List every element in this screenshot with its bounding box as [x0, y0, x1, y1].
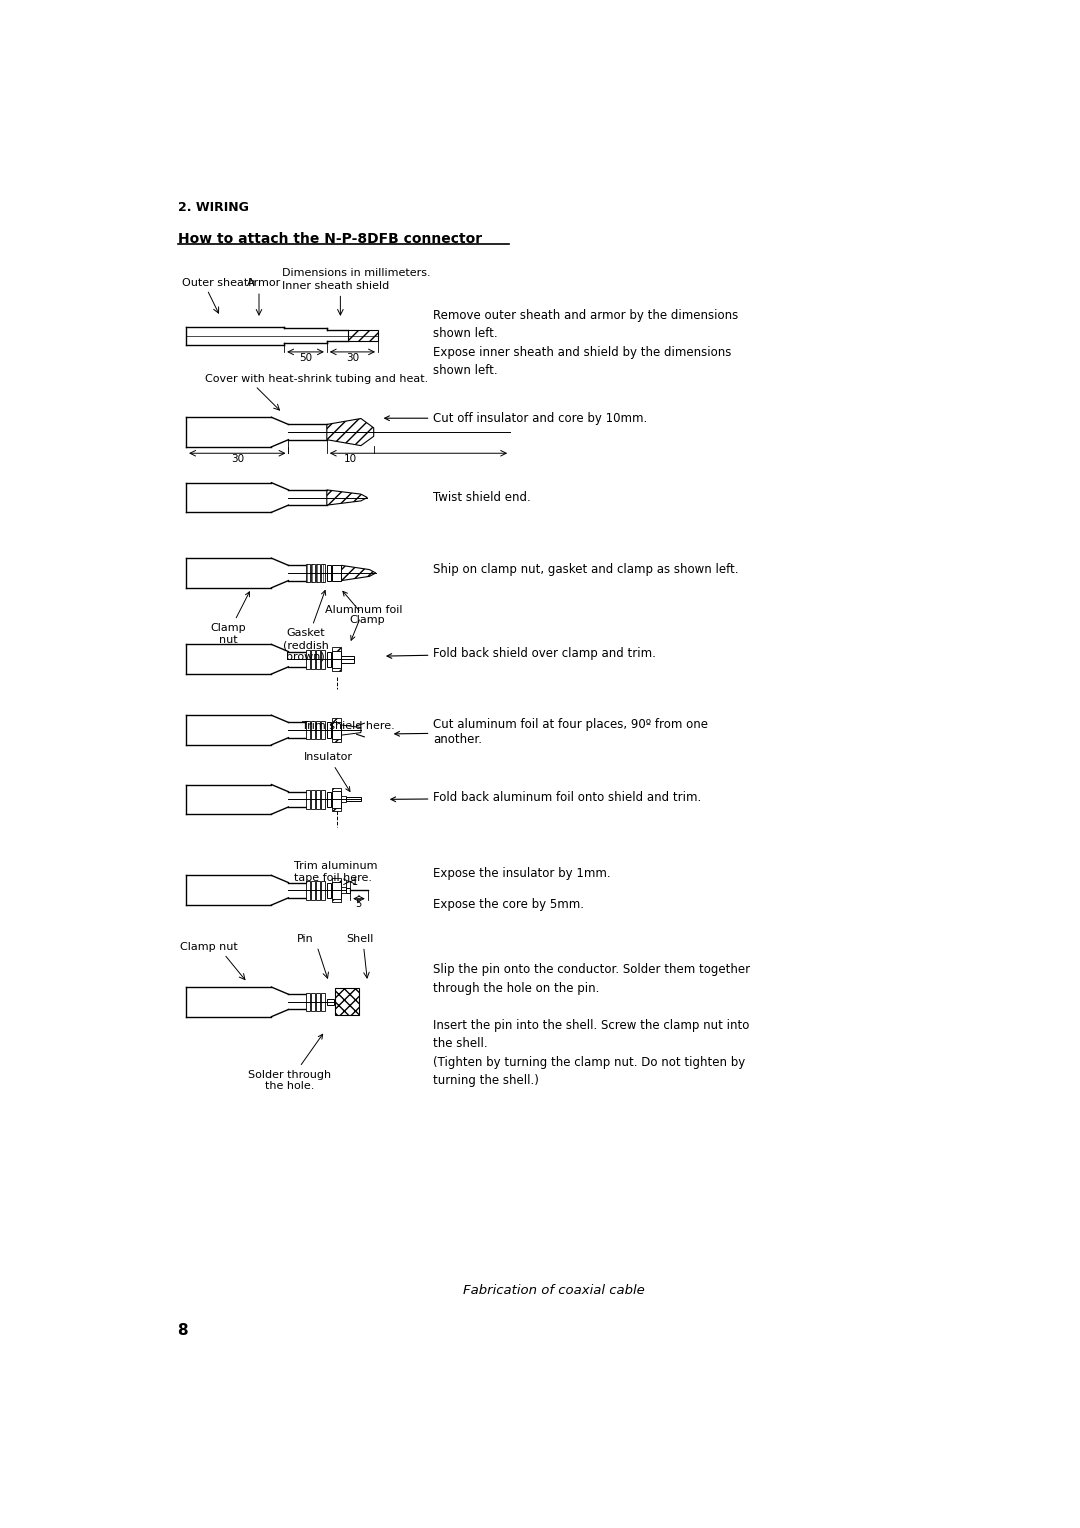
- Text: 30: 30: [346, 353, 359, 362]
- Bar: [306, 649, 310, 669]
- Bar: [327, 651, 332, 666]
- Bar: [321, 721, 325, 740]
- Text: Trim aluminum
tape foil here.: Trim aluminum tape foil here.: [294, 860, 378, 883]
- Polygon shape: [327, 490, 367, 506]
- Bar: [341, 888, 347, 894]
- Text: Aluminum foil: Aluminum foil: [325, 605, 403, 640]
- Bar: [321, 993, 325, 1012]
- Bar: [332, 721, 341, 738]
- Bar: [341, 796, 347, 802]
- Polygon shape: [341, 565, 376, 581]
- Bar: [315, 882, 320, 900]
- Text: Expose the core by 5mm.: Expose the core by 5mm.: [433, 897, 584, 911]
- Bar: [332, 792, 341, 808]
- Polygon shape: [341, 724, 361, 735]
- Text: 5: 5: [355, 898, 361, 909]
- Bar: [311, 649, 315, 669]
- Bar: [332, 718, 341, 721]
- Text: Clamp nut: Clamp nut: [179, 941, 238, 952]
- Text: Cut aluminum foil at four places, 90º from one
another.: Cut aluminum foil at four places, 90º fr…: [395, 718, 708, 746]
- Text: Cut off insulator and core by 10mm.: Cut off insulator and core by 10mm.: [384, 411, 648, 425]
- Bar: [347, 798, 362, 802]
- Text: Shell: Shell: [346, 934, 374, 944]
- Bar: [327, 723, 332, 738]
- Text: Dimensions in millimeters.: Dimensions in millimeters.: [282, 267, 431, 278]
- Text: Gasket
(reddish
brown): Gasket (reddish brown): [283, 590, 328, 662]
- Text: Ship on clamp nut, gasket and clamp as shown left.: Ship on clamp nut, gasket and clamp as s…: [433, 562, 739, 576]
- Bar: [341, 656, 354, 663]
- Bar: [332, 882, 341, 898]
- Text: Expose the insulator by 1mm.: Expose the insulator by 1mm.: [433, 866, 611, 880]
- Bar: [306, 721, 310, 740]
- Text: Slip the pin onto the conductor. Solder them together
through the hole on the pi: Slip the pin onto the conductor. Solder …: [433, 963, 751, 1088]
- Bar: [332, 898, 341, 902]
- Bar: [332, 651, 341, 668]
- Bar: [327, 883, 332, 898]
- Text: Outer sheath: Outer sheath: [181, 278, 255, 289]
- Bar: [306, 790, 310, 808]
- Bar: [321, 790, 325, 808]
- Bar: [332, 787, 341, 792]
- Text: Clamp
nut: Clamp nut: [211, 591, 249, 645]
- Text: 10: 10: [343, 454, 356, 465]
- Bar: [332, 879, 341, 882]
- Text: Clamp: Clamp: [342, 591, 386, 625]
- Bar: [332, 808, 341, 811]
- Bar: [306, 564, 310, 582]
- Bar: [311, 721, 315, 740]
- Text: Armor: Armor: [247, 278, 282, 289]
- Text: Fabrication of coaxial cable: Fabrication of coaxial cable: [462, 1284, 645, 1297]
- Bar: [311, 790, 315, 808]
- Bar: [315, 649, 320, 669]
- Text: 30: 30: [231, 454, 244, 465]
- Bar: [335, 989, 359, 1016]
- Bar: [315, 721, 320, 740]
- Text: 8: 8: [177, 1323, 188, 1339]
- Text: 1: 1: [352, 877, 359, 886]
- Bar: [327, 565, 332, 581]
- Bar: [315, 564, 320, 582]
- Bar: [311, 564, 315, 582]
- Bar: [321, 649, 325, 669]
- Bar: [327, 792, 332, 807]
- Text: 2. WIRING: 2. WIRING: [177, 202, 248, 214]
- Bar: [321, 882, 325, 900]
- Bar: [306, 993, 310, 1012]
- Text: Insulator: Insulator: [305, 752, 353, 792]
- Bar: [347, 888, 350, 892]
- Bar: [315, 993, 320, 1012]
- Bar: [315, 790, 320, 808]
- Text: Cover with heat-shrink tubing and heat.: Cover with heat-shrink tubing and heat.: [205, 374, 428, 385]
- Bar: [332, 648, 341, 651]
- Bar: [348, 330, 378, 341]
- Bar: [311, 882, 315, 900]
- Bar: [332, 738, 341, 743]
- Text: Fold back aluminum foil onto shield and trim.: Fold back aluminum foil onto shield and …: [391, 792, 702, 804]
- Bar: [306, 882, 310, 900]
- Bar: [327, 999, 335, 1005]
- Text: 50: 50: [299, 353, 312, 362]
- Bar: [332, 668, 341, 671]
- Polygon shape: [327, 419, 374, 446]
- Bar: [321, 564, 325, 582]
- Text: How to attach the N-P-8DFB connector: How to attach the N-P-8DFB connector: [177, 232, 482, 246]
- Bar: [311, 993, 315, 1012]
- Text: Fold back shield over clamp and trim.: Fold back shield over clamp and trim.: [387, 646, 657, 660]
- Text: Pin: Pin: [297, 934, 314, 944]
- Text: Twist shield end.: Twist shield end.: [433, 490, 531, 504]
- Bar: [332, 564, 341, 582]
- Text: Inner sheath shield: Inner sheath shield: [282, 281, 390, 292]
- Text: Remove outer sheath and armor by the dimensions
shown left.
Expose inner sheath : Remove outer sheath and armor by the dim…: [433, 309, 739, 377]
- Text: Solder through
the hole.: Solder through the hole.: [248, 1034, 332, 1091]
- Text: Trim shield here.: Trim shield here.: [301, 721, 394, 730]
